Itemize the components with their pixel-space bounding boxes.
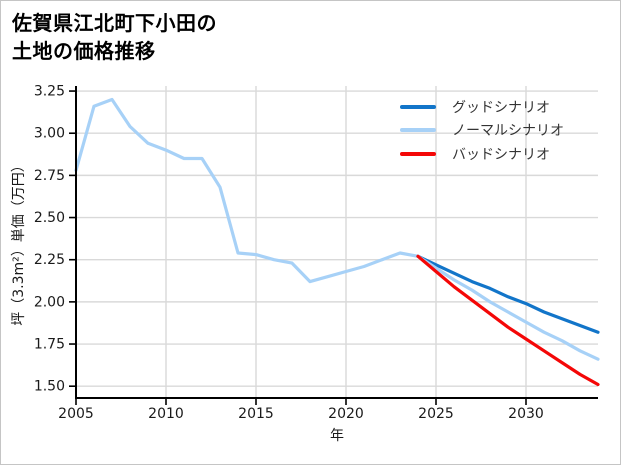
legend-item-bad: バッドシナリオ [400, 142, 564, 166]
legend-item-normal: ノーマルシナリオ [400, 119, 564, 143]
x-tick-label: 2010 [148, 406, 184, 422]
chart-legend: グッドシナリオ ノーマルシナリオ バッドシナリオ [400, 95, 564, 166]
legend-item-good: グッドシナリオ [400, 95, 564, 119]
legend-label: バッドシナリオ [452, 146, 550, 163]
bad-scenario-line-swatch [400, 151, 436, 156]
y-tick-label: 2.00 [34, 294, 65, 310]
page-title: 佐賀県江北町下小田の 土地の価格推移 [12, 9, 217, 65]
y-tick-label: 1.50 [34, 379, 65, 395]
x-tick-label: 2005 [58, 406, 94, 422]
y-tick-label: 1.75 [34, 337, 65, 353]
y-tick-label: 3.00 [34, 126, 65, 142]
good-scenario-line-swatch [400, 104, 436, 109]
series-normal-line [416, 254, 600, 361]
legend-label: グッドシナリオ [452, 99, 550, 116]
y-tick-label: 3.25 [34, 84, 65, 100]
y-axis-label: 坪（3.3m²）単価（万円） [11, 158, 27, 326]
normal-scenario-line-swatch [400, 128, 436, 133]
page-title-line1: 佐賀県江北町下小田の [12, 11, 217, 35]
y-tick-label: 2.25 [34, 252, 65, 268]
x-axis-label: 年 [330, 428, 344, 444]
x-tick-label: 2025 [418, 406, 454, 422]
x-tick-label: 2030 [508, 406, 544, 422]
x-tick-label: 2020 [328, 406, 364, 422]
series-bad-line [416, 254, 600, 387]
series-history-line [74, 97, 420, 284]
legend-label: ノーマルシナリオ [452, 123, 564, 140]
series-good-line [416, 254, 600, 334]
y-tick-label: 2.50 [34, 210, 65, 226]
y-tick-label: 2.75 [34, 168, 65, 184]
x-tick-label: 2015 [238, 406, 274, 422]
page-title-line2: 土地の価格推移 [12, 39, 156, 63]
